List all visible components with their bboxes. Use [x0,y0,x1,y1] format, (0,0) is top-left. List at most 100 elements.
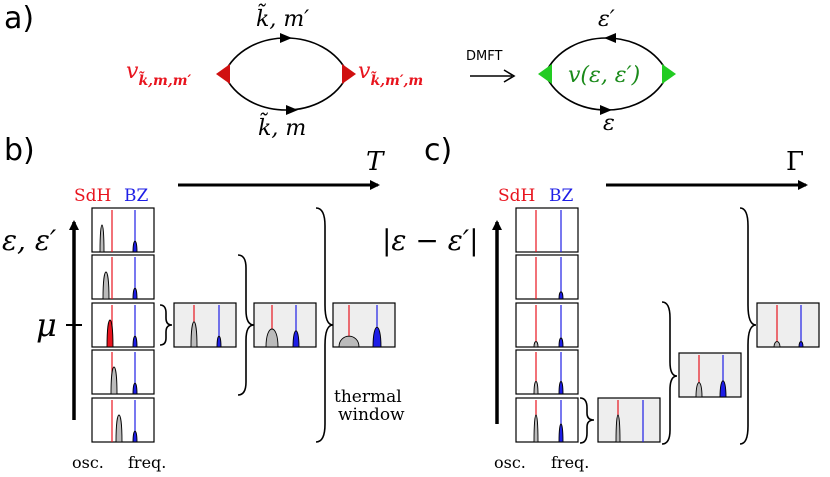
spectrum-box [515,254,579,300]
oscillation-peak [558,380,564,395]
oscillation-peak [115,414,123,443]
left-bubble-top-line [223,37,349,75]
oscillation-peak [132,287,138,300]
panel-b: b) T SdH BZ ε, ε′ μ thermal window osc. … [2,133,405,472]
oscillation-peak [533,380,539,395]
top-propagator-label: k̃, m′ [256,2,309,32]
oscillation-peak [372,326,382,348]
left-vertex-label: vk̃,m,m′ [126,59,192,89]
epsilon-prime-label: ε′ [598,7,615,32]
spectrum-box-frame [597,397,661,443]
bz-label-c: BZ [549,186,573,206]
oscillation-peak [615,414,621,443]
left-bottom-arrow [286,105,298,115]
brace-small [159,304,173,346]
oscillation-peak [106,319,114,348]
spectrum-box-frame [515,207,579,253]
panel-b-averaged-boxes [173,302,396,348]
right-vertex-left [538,64,552,84]
oscillation-peak [558,337,564,348]
freq-label: freq. [128,453,166,472]
brace-c-medium [661,301,678,445]
panel-b-label: b) [4,133,35,168]
spectrum-box [91,254,155,300]
broadening-box-1 [597,397,661,443]
oscillation-peak [132,335,138,348]
dmft-arrow-head [503,69,516,83]
panel-b-stack [91,207,155,443]
spectrum-box [515,302,579,348]
thermal-box-3 [332,302,396,348]
oscillation-peak [533,341,539,348]
oscillation-peak [265,328,279,348]
spectrum-box [515,349,579,395]
brace-c-small [579,397,595,444]
osc-label: osc. [72,453,104,472]
panel-c-stack [515,207,579,443]
spectrum-box-frame [515,254,579,300]
left-vertex-right [342,64,356,84]
brace-medium [237,254,255,396]
spectrum-box-frame [253,302,317,348]
spectrum-box [91,397,155,443]
oscillation-peak [798,341,804,348]
oscillation-peak [132,430,138,443]
energy-axis-label: ε, ε′ [2,224,57,257]
oscillation-peak [132,240,138,253]
broadening-box-2 [678,352,742,398]
spectrum-box [515,207,579,253]
panel-a-label: a) [4,1,34,36]
oscillation-peak [695,382,703,398]
spectrum-box-frame [91,349,155,395]
oscillation-peak [558,423,564,443]
spectrum-box-frame [91,254,155,300]
oscillation-peak [338,335,360,348]
spectrum-box-frame [515,349,579,395]
temperature-axis-label: T [366,147,385,177]
brace-large [315,207,334,443]
right-top-arrow [604,33,616,43]
left-bubble-bottom-line [223,73,349,111]
right-vertex-right [662,64,676,84]
panel-c: c) Γ SdH BZ |ε − ε′| osc. freq. [382,133,820,472]
energy-diff-axis-label: |ε − ε′| [382,224,479,257]
spectrum-box-frame [173,302,237,348]
spectrum-box-frame [91,302,155,348]
spectrum-box [91,207,155,253]
dmft-vertex-label: v(ε, ε′) [568,63,640,88]
panel-c-averaged-boxes [597,302,820,443]
oscillation-peak [110,366,118,395]
oscillation-peak [132,382,138,395]
left-top-arrow [280,33,292,43]
oscillation-peak [190,321,198,348]
sdh-label: SdH [74,186,111,206]
spectrum-box [91,349,155,395]
sdh-label-c: SdH [498,186,535,206]
mu-label: μ [36,306,57,344]
panel-c-label: c) [424,133,452,168]
spectrum-box [91,302,155,348]
right-vertex-label: vk̃,m′,m [358,59,423,89]
spectrum-box [515,397,579,443]
oscillation-peak [719,380,727,398]
broadening-box-3 [756,302,820,348]
spectrum-box-frame [515,397,579,443]
oscillation-peak [558,291,564,300]
oscillation-peak [773,341,781,348]
spectrum-box-frame [515,302,579,348]
epsilon-label: ε [603,111,615,136]
thermal-label: thermal [334,387,402,407]
osc-label-c: osc. [494,453,526,472]
left-vertex-left [216,64,230,84]
spectrum-box-frame [756,302,820,348]
thermal-box-1 [173,302,237,348]
panel-a: a) k̃, m′ k̃, m vk̃,m,m′ vk̃,m′,m DMFT ε… [4,1,676,141]
oscillation-peak [533,414,539,443]
bz-label: BZ [124,186,148,206]
oscillation-peak [102,271,110,300]
right-bottom-arrow [600,105,612,115]
oscillation-peak [99,224,105,253]
oscillation-peak [292,330,300,348]
